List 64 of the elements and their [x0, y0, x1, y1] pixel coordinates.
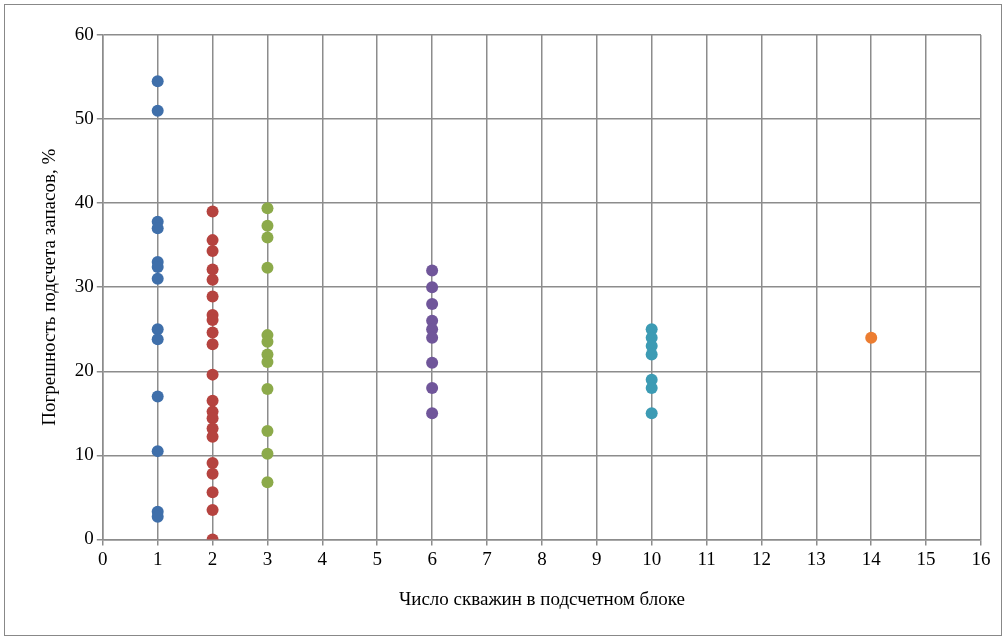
x-tick-label: 1 [152, 547, 163, 569]
point [426, 356, 439, 369]
y-tick-label: 30 [74, 275, 94, 297]
x-tick-label: 11 [697, 547, 716, 569]
point [206, 263, 219, 276]
point [261, 231, 274, 244]
point [151, 323, 164, 336]
x-tick-label: 8 [537, 547, 547, 569]
point [151, 445, 164, 458]
x-tick-label: 9 [592, 547, 602, 569]
point [151, 75, 164, 88]
point [261, 261, 274, 274]
point [261, 476, 274, 489]
point [206, 338, 219, 351]
point [261, 447, 274, 460]
x-axis-title: Число скважин в подсчетном блоке [398, 587, 685, 609]
y-tick-label: 0 [84, 527, 94, 549]
y-tick-label: 20 [74, 359, 94, 381]
x-tick-label: 6 [427, 547, 437, 569]
x-tick-label: 16 [971, 547, 991, 569]
point [151, 272, 164, 285]
point [206, 467, 219, 480]
x-tick-label: 4 [317, 547, 328, 569]
x-tick-label: 13 [806, 547, 826, 569]
point [206, 368, 219, 381]
point [206, 486, 219, 499]
point [261, 382, 274, 395]
point [865, 331, 878, 344]
point [426, 298, 439, 311]
x-tick-label: 5 [372, 547, 382, 569]
y-tick-label: 10 [74, 443, 94, 465]
point [206, 394, 219, 407]
point [206, 205, 219, 218]
x-tick-label: 3 [262, 547, 273, 569]
x-tick-label: 15 [916, 547, 936, 569]
point [426, 382, 439, 395]
point [261, 202, 274, 215]
y-tick-label: 60 [74, 22, 94, 44]
point [426, 264, 439, 277]
point [206, 326, 219, 339]
point [645, 407, 658, 420]
y-axis-title: Погрешность подсчета запасов, % [38, 148, 60, 426]
x-tick-label: 7 [482, 547, 492, 569]
point [261, 219, 274, 232]
x-tick-label: 0 [98, 547, 108, 569]
point [151, 390, 164, 403]
x-tick-label: 2 [207, 547, 218, 569]
y-tick-label: 50 [74, 107, 94, 129]
point [426, 407, 439, 420]
point [206, 503, 219, 516]
point [645, 382, 658, 395]
point [151, 333, 164, 346]
y-tick-label: 40 [74, 191, 94, 213]
x-tick-label: 12 [751, 547, 771, 569]
x-tick-label: 10 [642, 547, 662, 569]
point [261, 424, 274, 437]
point [206, 456, 219, 469]
point [426, 281, 439, 294]
point [206, 273, 219, 286]
point [206, 290, 219, 303]
point [151, 104, 164, 117]
x-tick-label: 14 [861, 547, 882, 569]
point [206, 234, 219, 247]
point [206, 245, 219, 258]
